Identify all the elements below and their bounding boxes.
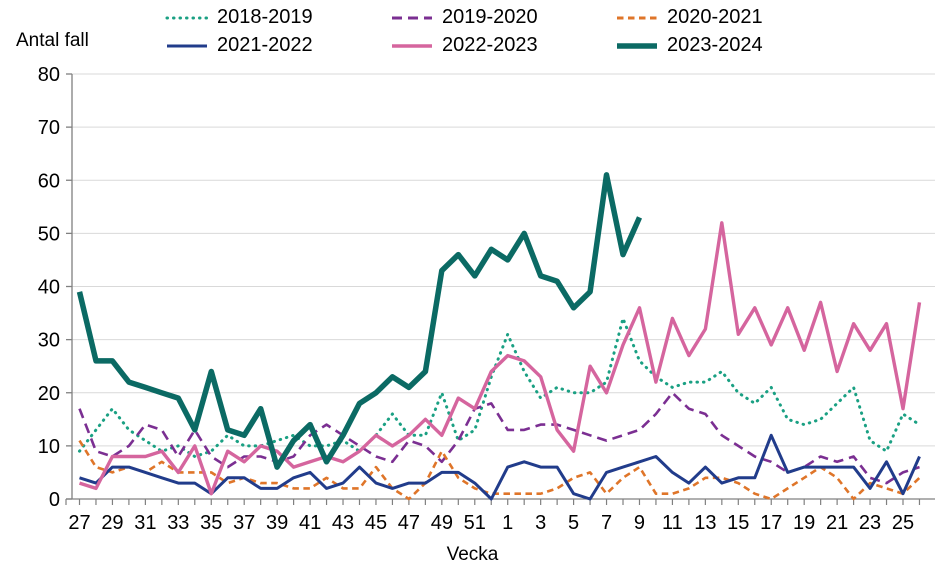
legend-label: 2020-2021 <box>667 6 763 28</box>
x-tick-label: 15 <box>727 512 749 534</box>
x-tick-label: 3 <box>535 512 546 534</box>
x-tick-label: 1 <box>502 512 513 534</box>
x-tick-label: 33 <box>167 512 189 534</box>
y-tick-label: 60 <box>38 170 60 192</box>
series-line-2019-2020 <box>78 391 920 485</box>
x-tick-label: 11 <box>662 512 683 534</box>
y-tick-label: 50 <box>38 223 60 245</box>
legend-line-sample <box>165 16 209 19</box>
x-tick-label: 23 <box>859 512 881 534</box>
x-tick-label: 5 <box>568 512 579 534</box>
legend-label: 2023-2024 <box>667 34 763 56</box>
y-tick-label: 20 <box>38 383 60 405</box>
y-tick-label: 30 <box>38 330 60 352</box>
x-tick-label: 13 <box>694 512 716 534</box>
x-tick-label: 45 <box>365 512 387 534</box>
legend-label: 2021-2022 <box>217 34 313 56</box>
x-tick-label: 37 <box>233 512 255 534</box>
x-tick-label: 47 <box>398 512 420 534</box>
legend-label: 2019-2020 <box>442 6 538 28</box>
legend-label: 2018-2019 <box>217 6 313 28</box>
legend-line-sample <box>167 44 207 47</box>
x-tick-label: 17 <box>760 512 782 534</box>
legend-label: 2022-2023 <box>442 34 538 56</box>
x-tick-label: 35 <box>200 512 222 534</box>
legend-item-2023-2024: 2023-2024 <box>615 32 840 59</box>
chart-legend: 2018-2019 2019-2020 2020-2021 2021-2022 … <box>165 4 895 59</box>
y-tick-label: 70 <box>38 117 60 139</box>
x-tick-label: 21 <box>826 512 848 534</box>
x-tick-label: 31 <box>134 512 156 534</box>
legend-item-2019-2020: 2019-2020 <box>390 4 615 31</box>
x-tick-label: 51 <box>464 512 486 534</box>
x-tick-label: 19 <box>793 512 815 534</box>
series-line-2023-2024 <box>76 172 643 470</box>
x-tick-label: 7 <box>601 512 612 534</box>
series-line-2021-2022 <box>79 433 921 501</box>
y-tick-label: 80 <box>38 64 60 86</box>
y-tick-label: 0 <box>49 489 60 511</box>
x-tick-label: 39 <box>266 512 288 534</box>
legend-item-2022-2023: 2022-2023 <box>390 32 615 59</box>
series-line-2020-2021 <box>78 439 921 501</box>
legend-line-sample <box>392 43 432 48</box>
legend-line-sample <box>617 16 657 19</box>
x-tick-label: 29 <box>101 512 123 534</box>
x-tick-label: 25 <box>892 512 914 534</box>
legend-item-2021-2022: 2021-2022 <box>165 32 390 59</box>
legend-line-sample <box>617 42 657 49</box>
x-tick-label: 9 <box>634 512 645 534</box>
y-tick-label: 40 <box>38 277 60 299</box>
x-axis-title: Vecka <box>446 544 499 565</box>
legend-line-sample <box>392 16 432 19</box>
series-line-2022-2023 <box>78 221 922 496</box>
x-tick-label: 27 <box>68 512 90 534</box>
legend-item-2020-2021: 2020-2021 <box>615 4 840 31</box>
y-tick-label: 10 <box>38 436 60 458</box>
x-tick-label: 49 <box>431 512 453 534</box>
x-tick-label: 43 <box>332 512 354 534</box>
y-axis-title: Antal fall <box>16 30 89 51</box>
legend-item-2018-2019: 2018-2019 <box>165 4 390 31</box>
x-tick-label: 41 <box>299 512 321 534</box>
